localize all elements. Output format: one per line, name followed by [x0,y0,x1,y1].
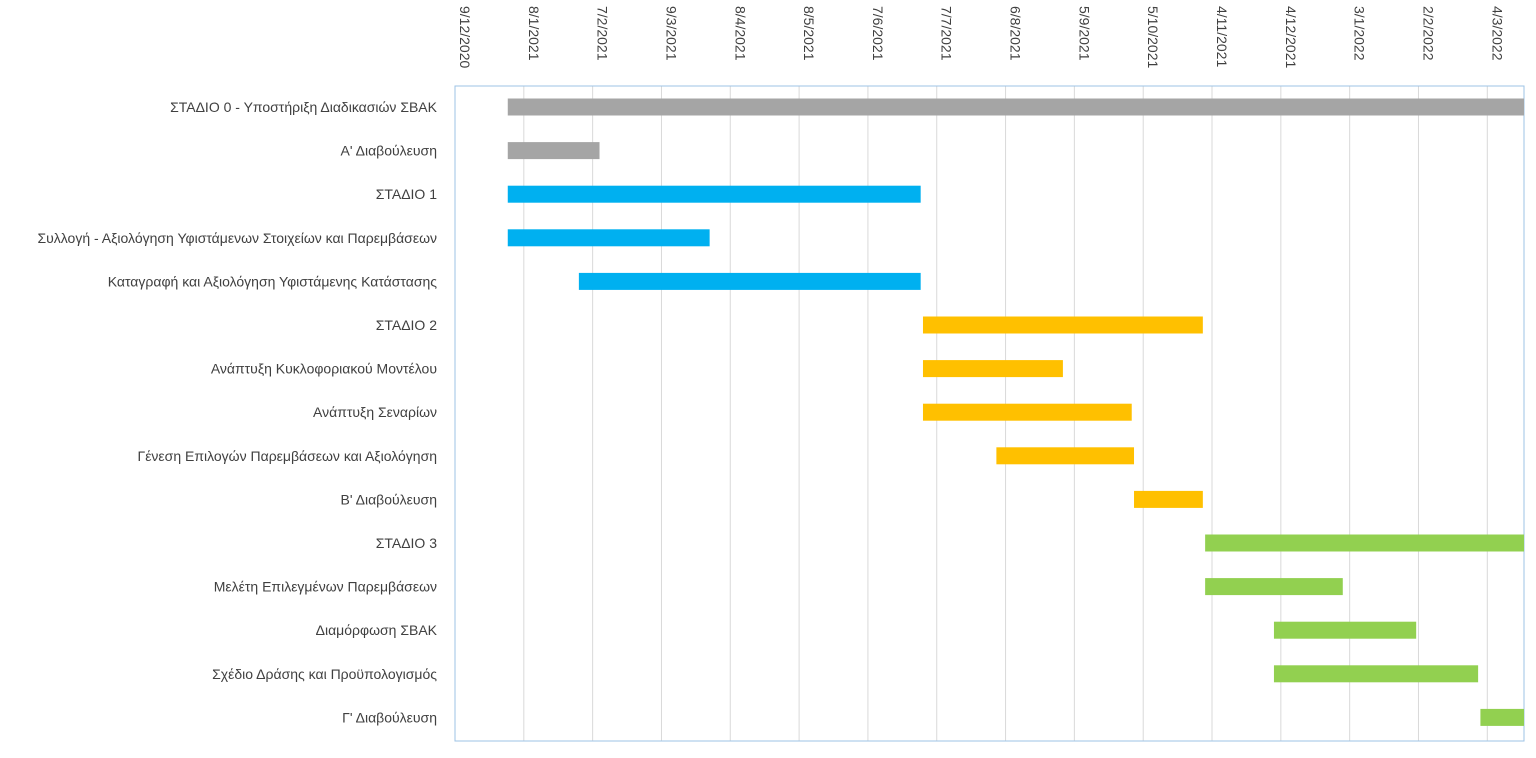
task-label: Ανάπτυξη Κυκλοφοριακού Μοντέλου [211,361,437,377]
task-bars [507,98,1524,726]
task-bar [507,229,710,247]
task-bar [996,447,1135,465]
x-tick-label: 3/1/2022 [1352,6,1368,61]
task-bar [1205,534,1524,552]
task-bar [507,142,600,160]
task-bar [922,316,1203,334]
task-label: Α' Διαβούλευση [340,143,437,159]
x-tick-label: 8/5/2021 [801,6,817,61]
task-label: Σχέδιο Δράσης και Προϋπολογισμός [212,666,437,682]
task-label: Γ' Διαβούλευση [342,709,437,725]
x-tick-label: 9/3/2021 [663,6,679,61]
task-label: Καταγραφή και Αξιολόγηση Υφιστάμενης Κατ… [108,273,438,289]
x-tick-label: 5/10/2021 [1145,6,1161,68]
x-tick-label: 2/2/2022 [1420,6,1436,61]
task-labels: ΣΤΑΔΙΟ 0 - Υποστήριξη Διαδικασιών ΣΒΑΚ Α'… [37,99,437,725]
task-bar [922,360,1063,378]
x-tick-label: 4/3/2022 [1489,6,1505,61]
task-bar [507,185,921,203]
task-bar [1273,665,1479,683]
x-tick-label: 6/8/2021 [1008,6,1024,61]
task-bar [922,403,1132,421]
task-label: ΣΤΑΔΙΟ 3 [376,535,438,551]
task-label: Διαμόρφωση ΣΒΑΚ [316,622,438,638]
task-label: Μελέτη Επιλεγμένων Παρεμβάσεων [214,579,437,595]
task-bar [1134,490,1203,508]
task-label: ΣΤΑΔΙΟ 1 [376,186,438,202]
task-bar [1273,621,1417,639]
task-bar [1480,708,1524,726]
task-label: Συλλογή - Αξιολόγηση Υφιστάμενων Στοιχεί… [37,230,437,246]
x-tick-label: 4/12/2021 [1283,6,1299,68]
x-tick-label: 9/12/2020 [457,6,473,68]
x-tick-label: 8/1/2021 [526,6,542,61]
x-tick-label: 7/6/2021 [870,6,886,61]
task-label: ΣΤΑΔΙΟ 0 - Υποστήριξη Διαδικασιών ΣΒΑΚ [170,99,438,115]
task-label: Γένεση Επιλογών Παρεμβάσεων και Αξιολόγη… [137,448,437,464]
task-bar [507,98,1524,116]
task-label: Β' Διαβούλευση [340,491,437,507]
task-bar [578,272,921,290]
plot-area-border [454,85,1525,742]
task-bar [1205,578,1343,596]
x-tick-label: 4/11/2021 [1214,6,1230,67]
x-tick-label: 8/4/2021 [732,6,748,61]
task-label: Ανάπτυξη Σεναρίων [313,404,437,420]
x-tick-label: 7/2/2021 [595,6,611,61]
x-tick-label: 7/7/2021 [939,6,955,61]
x-axis-tick-labels: 9/12/2020 8/1/2021 7/2/2021 9/3/2021 8/4/202… [457,6,1505,68]
task-label: ΣΤΑΔΙΟ 2 [376,317,438,333]
x-tick-label: 5/9/2021 [1076,6,1092,61]
